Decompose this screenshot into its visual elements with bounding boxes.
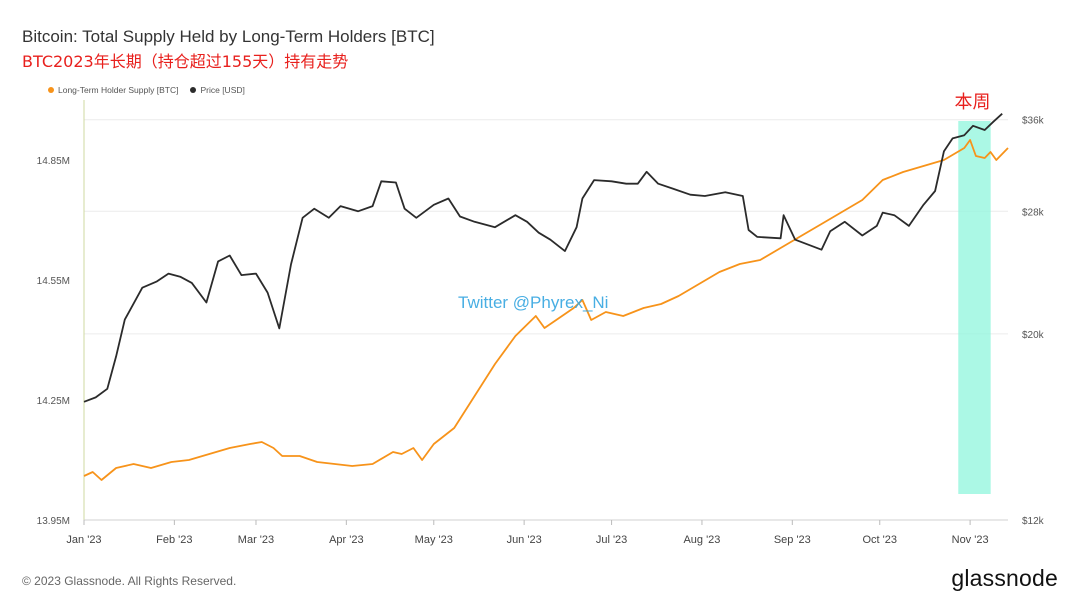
price-line xyxy=(83,113,1003,403)
legend-item-price[interactable]: Price [USD] xyxy=(190,85,245,95)
y-right-tick-label: $12k xyxy=(1022,516,1045,527)
highlight-this-week xyxy=(958,121,991,494)
x-tick-label: Oct '23 xyxy=(862,534,897,546)
legend-swatch-price xyxy=(190,87,197,93)
chart-legend: Long-Term Holder Supply [BTC] Price [USD… xyxy=(48,85,245,95)
y-right-tick-label: $36k xyxy=(1022,116,1045,127)
legend-label-supply: Long-Term Holder Supply [BTC] xyxy=(58,85,179,95)
y-right-tick-label: $20k xyxy=(1022,330,1045,341)
x-tick-label: Apr '23 xyxy=(329,534,364,546)
legend-swatch-supply xyxy=(48,87,54,93)
y-left-tick-label: 14.85M xyxy=(37,156,70,167)
x-tick-label: Sep '23 xyxy=(774,534,811,546)
watermark-text: Twitter @Phyrex_Ni xyxy=(458,293,608,312)
highlight-label: 本周 xyxy=(954,92,990,113)
y-left-tick-label: 14.25M xyxy=(37,396,70,407)
y-right-tick-label: $28k xyxy=(1022,207,1045,218)
legend-item-supply[interactable]: Long-Term Holder Supply [BTC] xyxy=(48,85,178,95)
chart-title: Bitcoin: Total Supply Held by Long-Term … xyxy=(22,27,435,46)
y-left-tick-label: 14.55M xyxy=(37,276,70,287)
x-tick-label: Jul '23 xyxy=(596,534,627,546)
x-tick-label: Aug '23 xyxy=(683,534,720,546)
x-tick-label: May '23 xyxy=(415,534,453,546)
x-tick-label: Feb '23 xyxy=(156,534,192,546)
x-tick-label: Jan '23 xyxy=(66,534,101,546)
x-tick-label: Jun '23 xyxy=(507,534,542,546)
legend-label-price: Price [USD] xyxy=(200,85,245,95)
y-left-tick-label: 13.95M xyxy=(37,516,70,527)
x-tick-label: Nov '23 xyxy=(952,534,989,546)
chart-subtitle: BTC2023年长期（持仓超过155天）持有走势 xyxy=(22,52,349,71)
copyright-text: © 2023 Glassnode. All Rights Reserved. xyxy=(22,574,237,588)
lth-supply-line xyxy=(83,139,1009,481)
glassnode-logo: glassnode xyxy=(951,565,1058,591)
x-tick-label: Mar '23 xyxy=(238,534,274,546)
